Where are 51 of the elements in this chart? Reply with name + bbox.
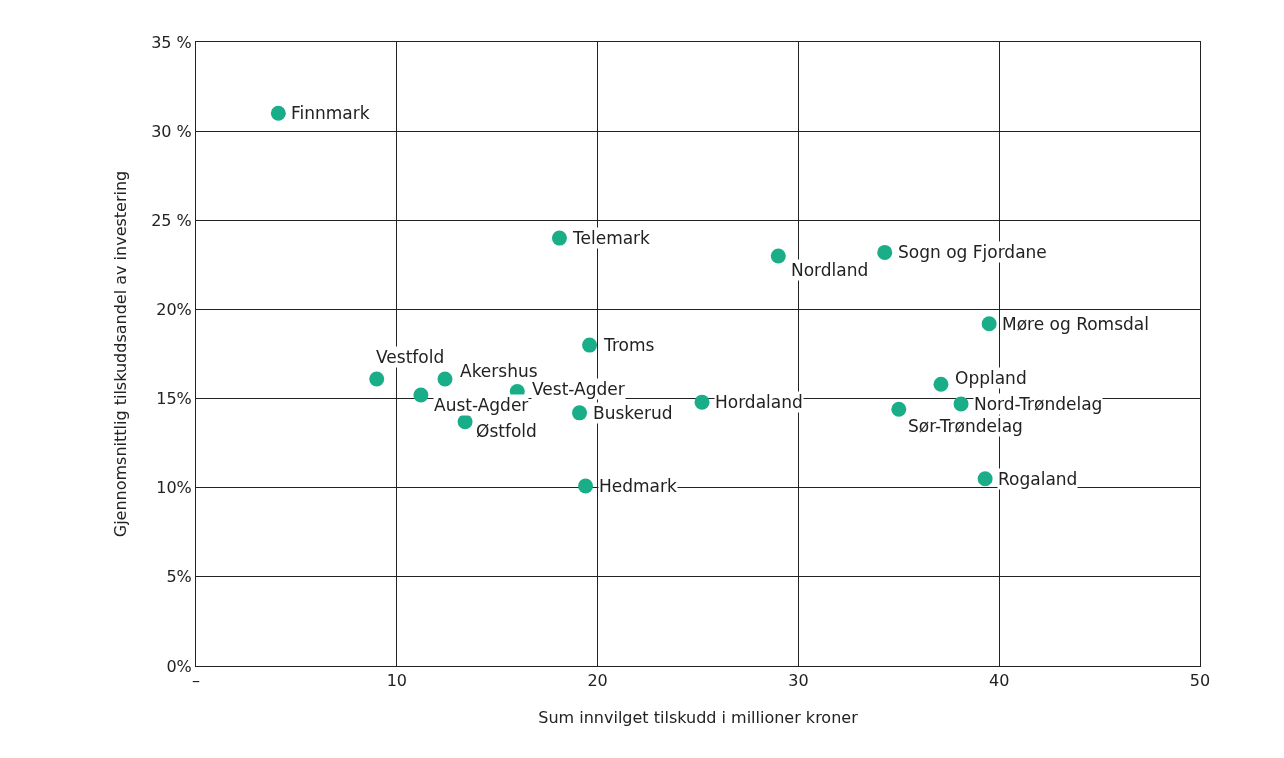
series-label: Vestfold [376, 347, 445, 367]
point [582, 337, 598, 353]
y-tick-label: 0% [166, 656, 192, 676]
series-label: Vest-Agder [532, 379, 625, 399]
point [977, 471, 993, 487]
point [891, 401, 907, 417]
series-label: Finnmark [291, 103, 370, 123]
y-tick-label: 15% [156, 389, 192, 409]
point [457, 414, 473, 430]
point [369, 371, 385, 387]
series-label: Aust-Agder [434, 395, 529, 415]
point [770, 248, 786, 264]
point [578, 478, 594, 494]
series-label: Rogaland [998, 469, 1078, 489]
y-tick-label: 25 % [151, 210, 192, 230]
x-axis-title: Sum innvilget tilskudd i millioner kroner [538, 707, 859, 727]
series-label: Oppland [955, 368, 1027, 388]
x-tick-label: 50 [1189, 671, 1211, 691]
point [572, 405, 588, 421]
series-label: Møre og Romsdal [1002, 314, 1149, 334]
series-label: Buskerud [593, 403, 673, 423]
point [953, 396, 969, 412]
point [270, 105, 286, 121]
series-label: Troms [603, 335, 655, 355]
series-label: Nord-Trøndelag [974, 394, 1103, 414]
x-tick-label: 10 [386, 671, 407, 691]
point [933, 376, 949, 392]
x-tick-label: 20 [587, 671, 608, 691]
point [877, 244, 893, 260]
y-axis-title: Gjennomsnittlig tilskuddsandel av investering [111, 170, 131, 538]
series-label: Sør-Trøndelag [908, 416, 1023, 436]
point [694, 394, 710, 410]
y-tick-label: 35 % [151, 32, 192, 52]
series-label: Akershus [460, 361, 538, 381]
x-tick-label: 30 [788, 671, 809, 691]
y-tick-label: 10% [156, 478, 192, 498]
point [437, 371, 453, 387]
point [413, 387, 429, 403]
series-label: Hordaland [715, 392, 803, 412]
point [981, 316, 997, 332]
series-label: Hedmark [599, 476, 677, 496]
x-tick-label: 40 [989, 671, 1010, 691]
point [551, 230, 567, 246]
series-label: Sogn og Fjordane [898, 242, 1047, 262]
series-label: Telemark [572, 228, 651, 248]
y-tick-label: 20% [156, 300, 192, 320]
y-tick-label: 5% [166, 567, 192, 587]
x-tick-label: – [192, 671, 200, 691]
series-label: Nordland [791, 260, 869, 280]
y-tick-label: 30 % [151, 121, 192, 141]
series-label: Østfold [476, 421, 537, 441]
